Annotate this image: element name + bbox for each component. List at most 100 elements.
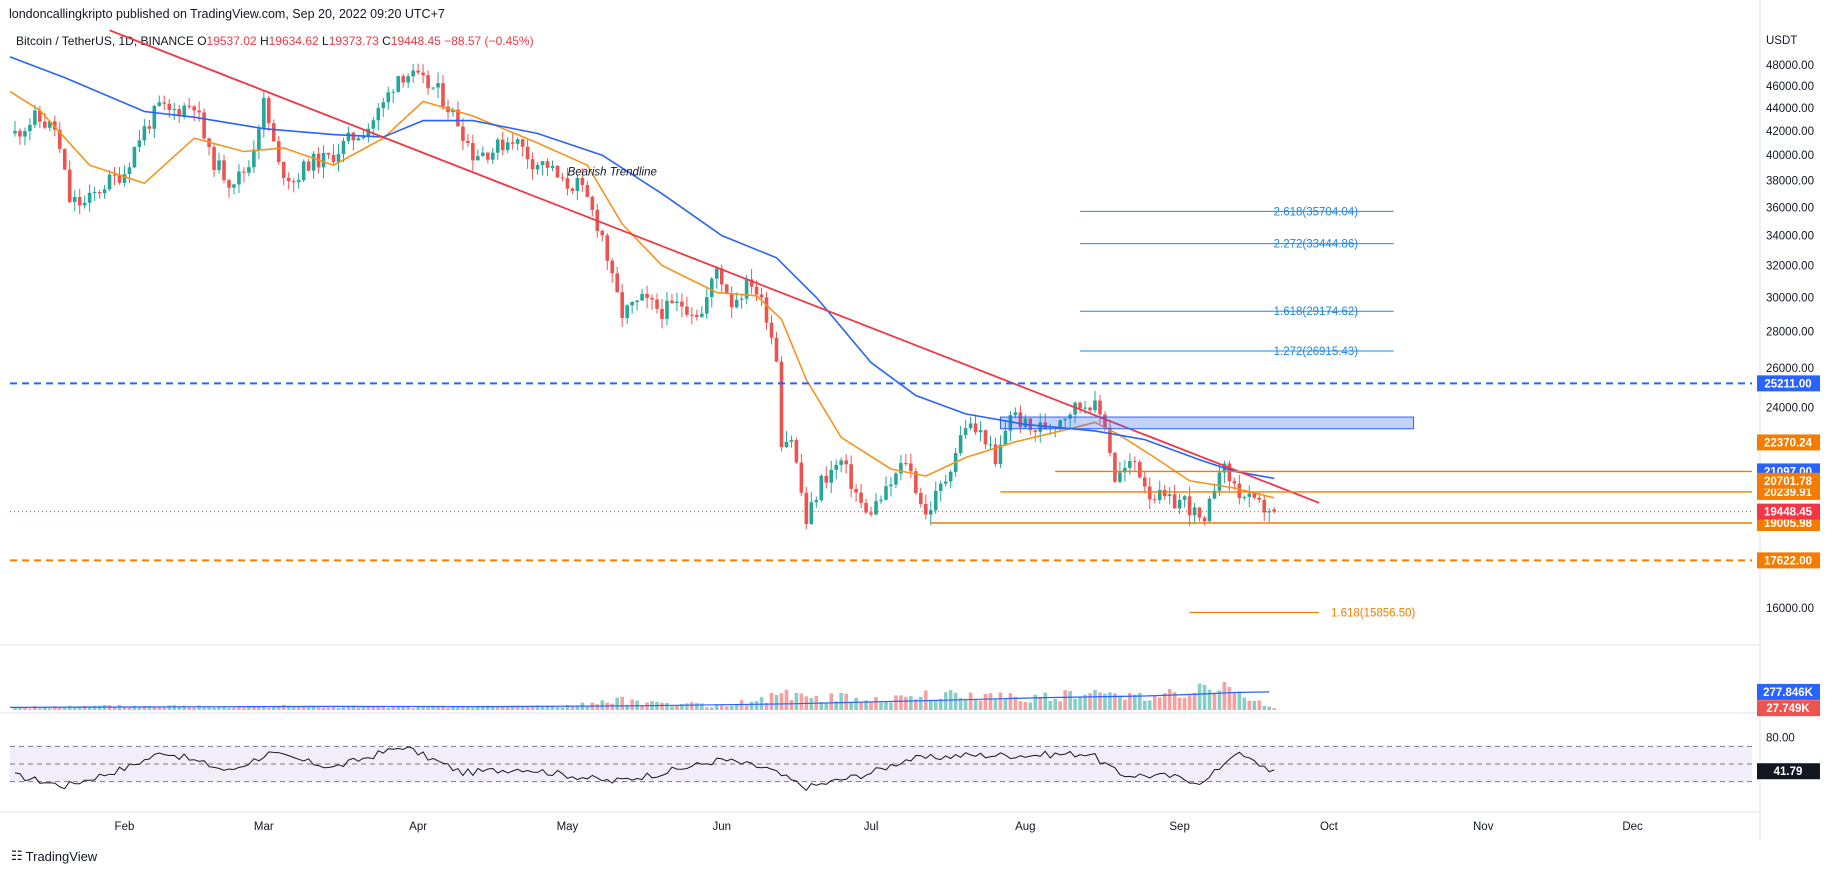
candle-body: [1113, 452, 1117, 482]
candle-body: [605, 235, 610, 261]
volume-bar: [869, 702, 873, 710]
volume-bar: [341, 707, 346, 710]
candle-body: [784, 441, 789, 448]
candle-body: [575, 177, 580, 191]
volume-bar: [1098, 692, 1102, 710]
candle-body: [1257, 497, 1262, 500]
volume-bar: [834, 701, 839, 710]
volume-bar: [257, 706, 261, 710]
candle-body: [1038, 422, 1043, 432]
candle-body: [137, 140, 142, 147]
candle-body: [495, 139, 500, 153]
volume-bar: [471, 707, 475, 710]
volume-bar: [436, 705, 440, 710]
volume-bar: [1152, 695, 1157, 710]
volume-bar: [172, 705, 177, 710]
volume-bar: [660, 702, 664, 710]
candle-body: [386, 92, 391, 103]
volume-bar: [1272, 708, 1276, 710]
volume-bar: [490, 706, 495, 710]
volume-bar: [909, 696, 913, 710]
candle-body: [1078, 402, 1082, 409]
candle-body: [1237, 483, 1242, 499]
candle-body: [923, 503, 928, 515]
candle-body: [436, 83, 440, 88]
candle-body: [879, 499, 883, 502]
candle-body: [271, 123, 276, 142]
volume-bar: [23, 707, 27, 710]
candle-body: [650, 297, 654, 300]
volume-bar: [1053, 698, 1057, 710]
volume-bar: [1003, 699, 1008, 710]
volume-bar: [754, 701, 759, 710]
volume-bar: [336, 707, 341, 710]
volume-bar: [48, 708, 52, 710]
candle-body: [719, 268, 724, 285]
volume-bar: [510, 706, 515, 710]
candle-body: [938, 483, 943, 491]
candle-body: [854, 488, 858, 493]
candle-body: [734, 299, 739, 308]
candle-body: [983, 430, 988, 445]
candle-body: [789, 440, 794, 442]
high-label: H: [259, 34, 269, 48]
volume-bar: [1063, 690, 1067, 710]
candle-body: [1272, 509, 1276, 512]
candle-body: [197, 110, 201, 113]
candle-body: [943, 481, 948, 484]
volume-bar: [769, 692, 774, 710]
volume-bar: [92, 705, 97, 710]
volume-bar: [1133, 694, 1137, 710]
candle-body: [1073, 402, 1077, 415]
candle-body: [709, 278, 714, 298]
volume-bar: [714, 704, 719, 710]
ema-slow-line: [9, 56, 1275, 480]
candle-body: [122, 174, 127, 183]
candle-body: [1018, 412, 1023, 428]
volume-bar: [1252, 700, 1257, 710]
price-badge-label: 19448.45: [1764, 507, 1813, 519]
volume-bar: [1073, 698, 1077, 710]
candle-body: [162, 102, 167, 104]
candle-body: [610, 260, 615, 274]
candle-body: [545, 161, 550, 168]
candle-body: [580, 177, 585, 185]
candle-body: [142, 126, 147, 141]
volume-bar: [137, 706, 142, 710]
candle-body: [416, 70, 420, 73]
volume-bar: [943, 692, 948, 710]
volume-bar: [426, 706, 430, 710]
candle-body: [889, 484, 893, 487]
candle-body: [202, 112, 206, 139]
candle-body: [177, 109, 182, 116]
candle-body: [819, 475, 824, 501]
candle-body: [38, 110, 42, 122]
candle-body: [665, 300, 669, 319]
symbol-title[interactable]: Bitcoin / TetherUS, 1D, BINANCE: [16, 34, 194, 48]
volume-bar: [1172, 692, 1177, 710]
candle-body: [685, 306, 689, 315]
price-tick-label: 44000.00: [1766, 103, 1814, 115]
tradingview-brand[interactable]: ☷ TradingView: [11, 849, 97, 864]
candle-body: [441, 83, 445, 107]
candle-body: [172, 109, 177, 111]
volume-bar: [670, 706, 674, 710]
price-pane: Bearish Trendline 2.618(35704.04) 2.272(33…: [9, 29, 1752, 620]
candle-body: [824, 475, 829, 483]
candle-body: [809, 502, 814, 524]
volume-bar: [744, 705, 749, 710]
candle-body: [476, 156, 480, 161]
candle-body: [247, 167, 251, 173]
candle-body: [829, 469, 834, 483]
volume-bar: [177, 706, 182, 710]
candle-body: [680, 301, 684, 307]
candle-body: [630, 301, 634, 306]
candle-body: [515, 139, 520, 144]
candle-body: [1008, 415, 1013, 431]
candle-body: [366, 128, 371, 137]
volume-bar: [13, 707, 17, 710]
volume-bar: [1237, 691, 1242, 710]
candle-body: [640, 293, 644, 301]
volume-bar: [326, 707, 331, 710]
